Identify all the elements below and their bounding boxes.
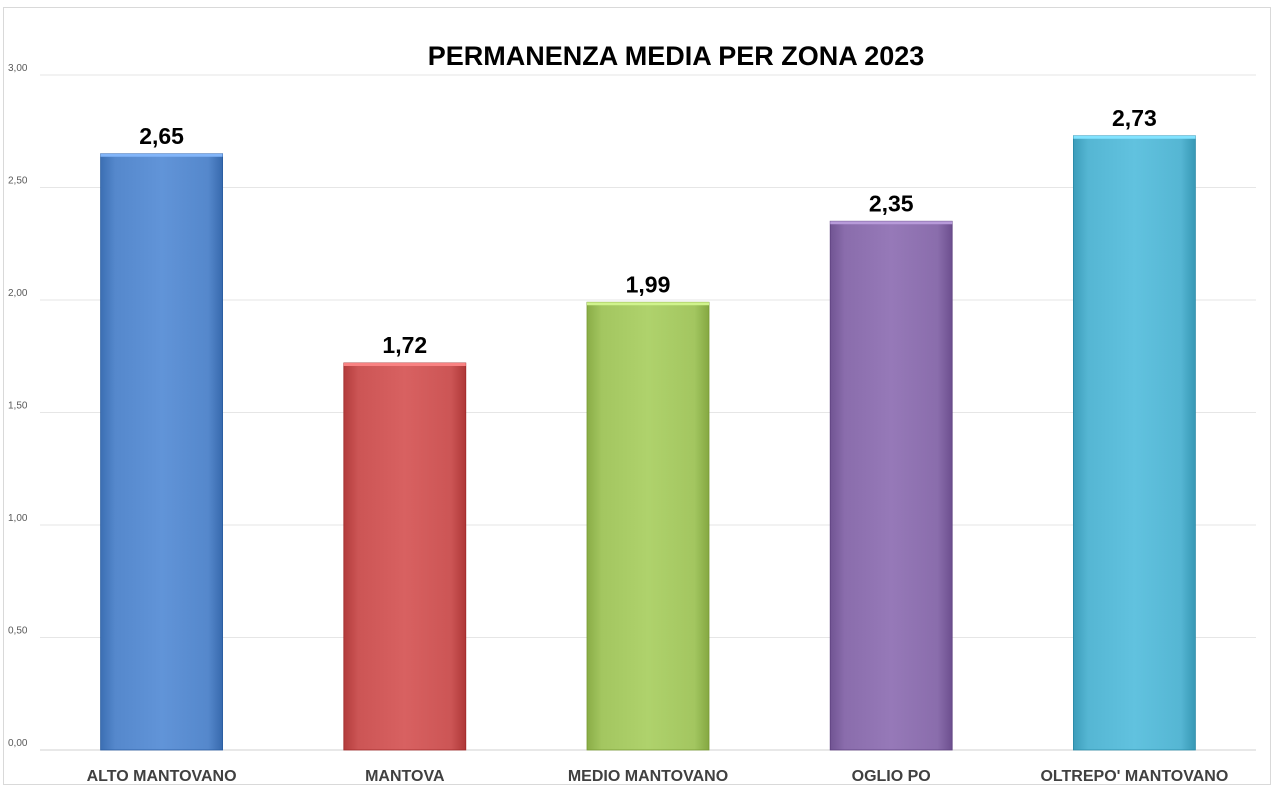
data-label: 1,72 bbox=[382, 332, 427, 358]
data-label: 1,99 bbox=[626, 271, 671, 297]
category-label: MANTOVA bbox=[365, 768, 445, 785]
bar-top-highlight bbox=[100, 153, 223, 157]
y-tick-label: 2,00 bbox=[8, 288, 28, 299]
bar bbox=[100, 153, 223, 751]
bar-top-highlight bbox=[587, 302, 709, 306]
bar bbox=[1073, 135, 1196, 751]
bar bbox=[343, 362, 467, 751]
bar-top-highlight bbox=[343, 363, 466, 366]
bars bbox=[100, 135, 1196, 751]
bar bbox=[586, 301, 710, 751]
data-labels: 2,65 1,72 1,99 2,35 2,73 bbox=[139, 105, 1157, 358]
category-label: OGLIO PO bbox=[852, 768, 931, 785]
y-tick-label: 1,00 bbox=[8, 513, 28, 524]
y-tick-label: 2,50 bbox=[8, 176, 28, 187]
bar bbox=[829, 220, 953, 751]
chart-frame: PERMANENZA MEDIA PER ZONA 2023 0,00 0,50 1… bbox=[3, 7, 1271, 785]
y-axis-tick-labels: 0,00 0,50 1,00 1,50 2,00 2,50 3,00 bbox=[8, 63, 28, 749]
bar-chart: PERMANENZA MEDIA PER ZONA 2023 0,00 0,50 1… bbox=[8, 41, 1256, 785]
bar-top-highlight bbox=[1073, 135, 1196, 139]
bar-top-highlight bbox=[830, 221, 953, 225]
y-tick-label: 0,50 bbox=[8, 626, 28, 637]
x-axis-category-labels: ALTO MANTOVANO MANTOVA MEDIO MANTOVANO OGLI… bbox=[87, 768, 1229, 785]
category-label: MEDIO MANTOVANO bbox=[568, 768, 728, 785]
data-label: 2,65 bbox=[139, 123, 184, 149]
data-label: 2,73 bbox=[1112, 105, 1157, 131]
data-label: 2,35 bbox=[869, 190, 914, 216]
category-label: ALTO MANTOVANO bbox=[87, 768, 237, 785]
y-tick-label: 1,50 bbox=[8, 401, 28, 412]
category-label: OLTREPO' MANTOVANO bbox=[1040, 768, 1228, 785]
chart-title: PERMANENZA MEDIA PER ZONA 2023 bbox=[428, 41, 925, 71]
y-tick-label: 0,00 bbox=[8, 738, 28, 749]
y-tick-label: 3,00 bbox=[8, 63, 28, 74]
